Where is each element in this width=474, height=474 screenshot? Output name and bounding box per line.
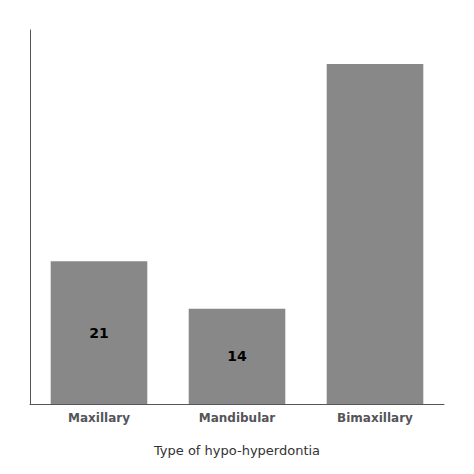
svg-text:21: 21: [89, 325, 108, 341]
svg-text:Bimaxillary: Bimaxillary: [337, 411, 413, 425]
svg-text:Type of hypo-hyperdontia: Type of hypo-hyperdontia: [153, 443, 320, 458]
svg-text:Maxillary: Maxillary: [68, 411, 130, 425]
svg-text:14: 14: [227, 348, 247, 364]
svg-text:Mandibular: Mandibular: [199, 411, 276, 425]
